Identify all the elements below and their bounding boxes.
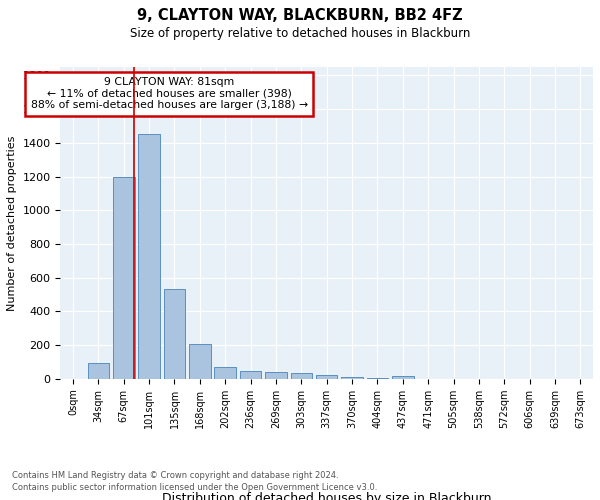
Bar (240, 370, 262, 379)
Y-axis label: Number of detached properties: Number of detached properties (7, 135, 17, 310)
Bar (214, 367, 236, 379)
Bar (316, 374, 337, 379)
Bar (189, 344, 211, 379)
Bar (341, 377, 363, 379)
Text: Contains public sector information licensed under the Open Government Licence v3: Contains public sector information licen… (12, 484, 377, 492)
Text: Size of property relative to detached houses in Blackburn: Size of property relative to detached ho… (130, 28, 470, 40)
Bar (265, 372, 287, 379)
X-axis label: Distribution of detached houses by size in Blackburn: Distribution of detached houses by size … (162, 492, 491, 500)
Bar (164, 290, 185, 379)
Bar (367, 378, 388, 379)
Bar (88, 363, 109, 379)
Bar (290, 374, 312, 379)
Bar (113, 178, 134, 379)
Bar (139, 134, 160, 379)
Bar (392, 376, 413, 379)
Text: 9 CLAYTON WAY: 81sqm
← 11% of detached houses are smaller (398)
88% of semi-deta: 9 CLAYTON WAY: 81sqm ← 11% of detached h… (31, 77, 308, 110)
Text: 9, CLAYTON WAY, BLACKBURN, BB2 4FZ: 9, CLAYTON WAY, BLACKBURN, BB2 4FZ (137, 8, 463, 22)
Text: Contains HM Land Registry data © Crown copyright and database right 2024.: Contains HM Land Registry data © Crown c… (12, 471, 338, 480)
